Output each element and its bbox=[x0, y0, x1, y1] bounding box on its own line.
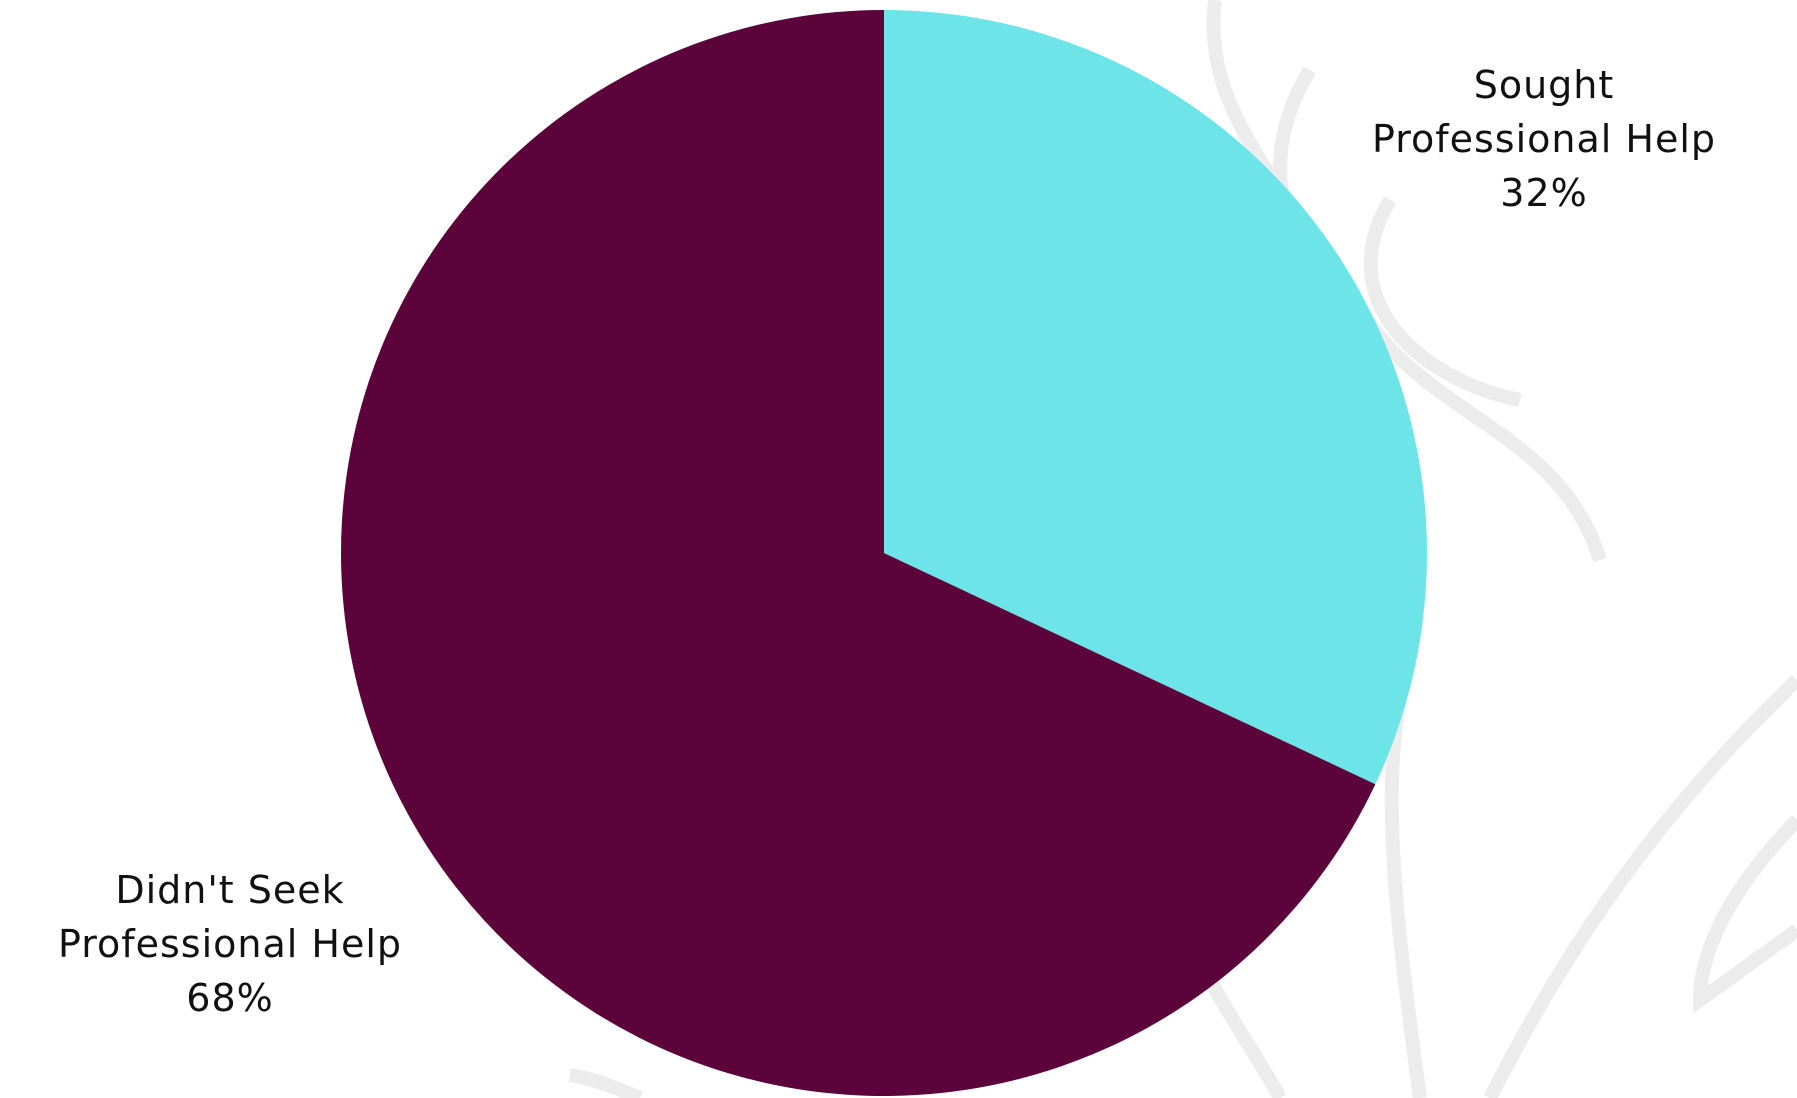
pie-slice bbox=[341, 10, 1376, 1096]
decor-stroke bbox=[1363, 196, 1522, 407]
decor-stroke bbox=[1692, 815, 1797, 1014]
pie bbox=[341, 10, 1427, 1096]
category-label: Sought Professional Help bbox=[1371, 63, 1717, 161]
decor-stroke bbox=[1483, 674, 1797, 1098]
pie-slice bbox=[884, 10, 1427, 785]
slice-label: Didn't Seek Professional Help 68% bbox=[10, 863, 450, 1025]
slice-label: Sought Professional Help 32% bbox=[1324, 58, 1764, 220]
decor-stroke bbox=[1384, 698, 1427, 1098]
category-label: Didn't Seek Professional Help bbox=[57, 868, 403, 966]
value-label: 68% bbox=[186, 976, 274, 1020]
value-label: 32% bbox=[1500, 171, 1588, 215]
decor-stroke bbox=[568, 1068, 643, 1098]
